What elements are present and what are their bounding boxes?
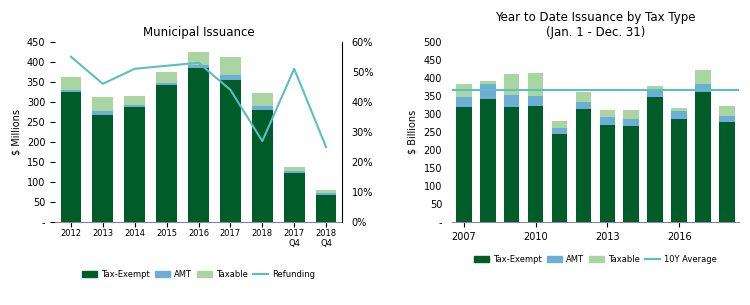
Bar xyxy=(599,125,615,222)
Bar xyxy=(220,75,241,80)
Bar xyxy=(156,83,177,85)
Bar xyxy=(156,85,177,222)
Bar xyxy=(576,109,591,222)
Bar xyxy=(252,106,273,110)
Bar xyxy=(284,167,304,171)
Bar xyxy=(220,80,241,222)
Bar xyxy=(61,77,81,90)
Bar xyxy=(61,92,81,222)
Bar xyxy=(124,96,145,105)
Bar xyxy=(671,108,687,111)
Bar xyxy=(623,110,639,119)
Y-axis label: $ Billions: $ Billions xyxy=(408,110,418,154)
Title: Year to Date Issuance by Tax Type
(Jan. 1 - Dec. 31): Year to Date Issuance by Tax Type (Jan. … xyxy=(495,11,696,39)
Bar xyxy=(719,122,735,222)
Bar xyxy=(92,97,113,111)
Bar xyxy=(647,97,663,222)
Legend: Tax-Exempt, AMT, Taxable, Refunding: Tax-Exempt, AMT, Taxable, Refunding xyxy=(79,266,318,282)
Bar xyxy=(220,57,241,75)
Bar xyxy=(480,81,496,84)
Bar xyxy=(188,68,209,222)
Bar xyxy=(188,65,209,68)
Title: Municipal Issuance: Municipal Issuance xyxy=(142,26,254,39)
Bar xyxy=(695,70,711,84)
Bar xyxy=(552,128,567,134)
Bar xyxy=(552,121,567,128)
Bar xyxy=(647,86,663,90)
Bar xyxy=(156,72,177,83)
Bar xyxy=(92,115,113,222)
Bar xyxy=(188,52,209,65)
Bar xyxy=(647,90,663,97)
Bar xyxy=(576,102,591,109)
Bar xyxy=(456,84,472,97)
Bar xyxy=(671,111,687,119)
Bar xyxy=(252,110,273,222)
Bar xyxy=(599,117,615,125)
Bar xyxy=(504,95,520,107)
Bar xyxy=(552,134,567,222)
Bar xyxy=(623,126,639,222)
10Y Average xyxy=(483,89,492,92)
Bar xyxy=(719,106,735,116)
Bar xyxy=(124,107,145,222)
Bar xyxy=(528,96,543,106)
Bar xyxy=(671,119,687,222)
Bar xyxy=(504,107,520,222)
Bar xyxy=(528,106,543,222)
10Y Average xyxy=(459,89,468,92)
Bar xyxy=(528,74,543,96)
Bar xyxy=(316,190,337,193)
Bar xyxy=(456,97,472,107)
Bar xyxy=(316,193,337,195)
Bar xyxy=(695,84,711,92)
Bar xyxy=(480,99,496,222)
Y-axis label: $ Millions: $ Millions xyxy=(11,109,21,155)
Bar xyxy=(284,174,304,222)
Bar xyxy=(695,92,711,222)
Legend: Tax-Exempt, AMT, Taxable, 10Y Average: Tax-Exempt, AMT, Taxable, 10Y Average xyxy=(471,252,720,267)
Bar xyxy=(504,74,520,95)
Bar xyxy=(599,110,615,117)
Bar xyxy=(576,92,591,102)
Bar xyxy=(480,84,496,99)
Bar xyxy=(623,119,639,126)
Bar xyxy=(124,105,145,107)
Bar xyxy=(252,93,273,106)
Bar xyxy=(284,171,304,174)
Bar xyxy=(456,107,472,222)
Bar xyxy=(719,116,735,122)
Bar xyxy=(92,111,113,115)
Bar xyxy=(316,195,337,222)
Bar xyxy=(61,90,81,92)
